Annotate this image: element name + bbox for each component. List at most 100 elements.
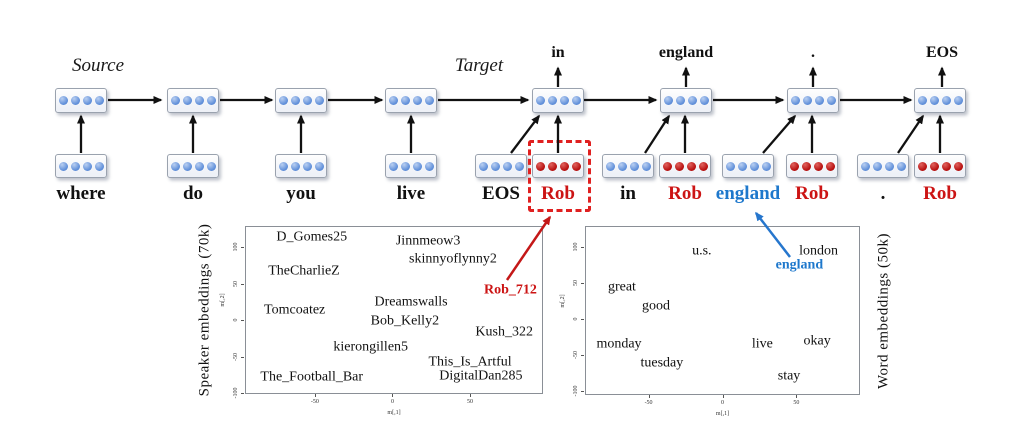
scatter-word: monday <box>596 336 642 352</box>
x-tick-mark <box>470 394 472 397</box>
hidden-state-dot <box>699 96 709 105</box>
plot-side-title: Speaker embeddings (70k) <box>196 223 213 397</box>
target-label: Target <box>454 55 504 76</box>
scatter-word: okay <box>803 333 831 349</box>
speaker-embedding-dot <box>789 161 799 171</box>
x-tick-mark <box>796 395 798 398</box>
y-tick-label: 50 <box>233 280 239 287</box>
hidden-state-dot <box>424 96 434 105</box>
scatter-plot <box>585 226 860 395</box>
y-tick-label: 100 <box>573 242 579 252</box>
y-tick-label: -100 <box>573 385 579 397</box>
input-word-label: in <box>620 183 636 204</box>
encoder-cell <box>275 88 327 113</box>
word-embedding-dot <box>896 161 906 171</box>
word-embedding-dot <box>58 161 68 171</box>
scatter-word: Tomcoatez <box>264 302 326 318</box>
encoder-cell <box>55 88 107 113</box>
hidden-state-dot <box>917 96 927 105</box>
x-axis-label: m[,1] <box>715 411 730 417</box>
word-embedding-dot <box>737 161 747 171</box>
x-tick-label: 50 <box>467 399 474 405</box>
speaker-embedding-dot <box>953 161 963 171</box>
input-word-label: EOS <box>481 183 521 204</box>
y-tick-mark <box>241 320 244 322</box>
input-word-label: england <box>715 183 781 204</box>
word-embedding-dot <box>206 161 216 171</box>
word-embedding-box <box>167 154 219 178</box>
hidden-state-dot <box>412 96 422 105</box>
y-tick-mark <box>581 355 584 357</box>
x-tick-label: -50 <box>310 399 319 405</box>
flow-arrow <box>644 114 670 154</box>
hidden-state-dot <box>663 96 673 105</box>
y-axis-label: m[,2] <box>220 293 226 307</box>
y-tick-mark <box>241 283 244 285</box>
hidden-state-dot <box>302 96 312 105</box>
hidden-state-dot <box>929 96 939 105</box>
x-tick-label: 0 <box>390 399 394 405</box>
hidden-state-dot <box>290 96 300 105</box>
speaker-embedding-dot <box>801 161 811 171</box>
speaker-embedding-dot <box>941 161 951 171</box>
speaker-embedding-dot <box>698 161 708 171</box>
scatter-word: D_Gomes25 <box>276 229 348 245</box>
word-embedding-dot <box>400 161 410 171</box>
word-embedding-dot <box>761 161 771 171</box>
input-word-label: Rob <box>795 183 829 204</box>
speaker-embedding-dot <box>917 161 927 171</box>
scatter-word: u.s. <box>692 243 712 259</box>
word-embedding-dot <box>278 161 288 171</box>
speaker-embedding-dot <box>686 161 696 171</box>
y-tick-label: 0 <box>573 317 579 321</box>
x-tick-mark <box>314 394 316 397</box>
hidden-state-dot <box>278 96 288 105</box>
scatter-word: TheCharlieZ <box>268 263 340 279</box>
y-tick-mark <box>581 391 584 393</box>
scatter-word: This_Is_Artful <box>428 354 512 370</box>
scatter-word: Dreamswalls <box>374 294 448 310</box>
encoder-cell <box>385 88 437 113</box>
speaker-embedding-dot <box>929 161 939 171</box>
x-tick-mark <box>648 395 650 398</box>
x-tick-label: 50 <box>793 400 800 406</box>
speaker-embedding-dot <box>547 161 557 171</box>
hidden-state-dot <box>388 96 398 105</box>
scatter-word: Jinnmeow3 <box>395 233 461 249</box>
scatter-word: Bob_Kelly2 <box>370 313 440 329</box>
y-tick-label: 50 <box>573 280 579 287</box>
output-word-label: in <box>551 44 565 61</box>
decoder-cell <box>914 88 966 113</box>
word-embedding-dot <box>872 161 882 171</box>
scatter-plot <box>245 226 543 394</box>
hidden-state-dot <box>535 96 545 105</box>
word-embedding-dot <box>605 161 615 171</box>
word-embedding-dot <box>641 161 651 171</box>
x-tick-mark <box>392 394 394 397</box>
x-tick-mark <box>722 395 724 398</box>
scatter-word: great <box>607 279 636 295</box>
word-embedding-dot <box>629 161 639 171</box>
hidden-state-dot <box>170 96 180 105</box>
hidden-state-dot <box>826 96 836 105</box>
word-embedding-dot <box>314 161 324 171</box>
word-embedding-dot <box>412 161 422 171</box>
input-word-label: Rob <box>923 183 957 204</box>
word-embedding-dot <box>514 161 524 171</box>
flow-arrow <box>762 114 796 154</box>
source-label: Source <box>71 55 125 76</box>
speaker-embedding-dot <box>571 161 581 171</box>
input-word-label: live <box>396 183 426 204</box>
speaker-embedding-dot <box>662 161 672 171</box>
word-embedding-dot <box>302 161 312 171</box>
output-word-label: EOS <box>925 44 959 61</box>
word-embedding-box <box>275 154 327 178</box>
y-tick-mark <box>241 247 244 249</box>
decoder-cell <box>532 88 584 113</box>
speaker-embedding-box <box>532 154 584 178</box>
word-embedding-dot <box>617 161 627 171</box>
hidden-state-dot <box>814 96 824 105</box>
hidden-state-dot <box>194 96 204 105</box>
word-embedding-dot <box>170 161 180 171</box>
speaker-embedding-dot <box>674 161 684 171</box>
